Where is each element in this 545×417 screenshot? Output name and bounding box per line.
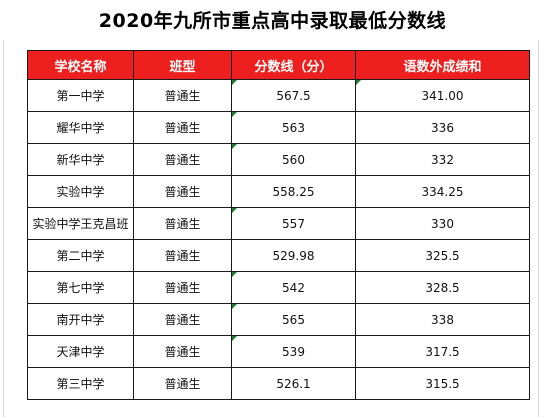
table-row: 第二中学 普通生 529.98 325.5 bbox=[27, 239, 530, 272]
subjects-total-cell: 328.5 bbox=[355, 271, 530, 304]
school-name-cell: 实验中学 bbox=[27, 175, 134, 208]
school-name-cell: 第三中学 bbox=[27, 367, 134, 400]
school-name-cell: 新华中学 bbox=[27, 143, 134, 176]
class-type-cell: 普通生 bbox=[133, 175, 232, 208]
score-line-cell: 542 bbox=[231, 271, 356, 304]
school-name-cell: 天津中学 bbox=[27, 335, 134, 368]
header-main-subjects-total: 语数外成绩和 bbox=[355, 50, 530, 80]
score-line-cell: 563 bbox=[231, 111, 356, 144]
score-table-container: 学校名称 班型 分数线（分） 语数外成绩和 第一中学 普通生 567.5 341… bbox=[27, 50, 530, 402]
page-edge-right bbox=[538, 40, 539, 417]
class-type-cell: 普通生 bbox=[133, 367, 232, 400]
subjects-total-cell: 325.5 bbox=[355, 239, 530, 272]
score-line-cell: 557 bbox=[231, 207, 356, 240]
subjects-total-cell: 334.25 bbox=[355, 175, 530, 208]
class-type-cell: 普通生 bbox=[133, 271, 232, 304]
table-row: 实验中学王克昌班 普通生 557 330 bbox=[27, 207, 530, 240]
table-row: 第一中学 普通生 567.5 341.00 bbox=[27, 79, 530, 112]
score-table: 学校名称 班型 分数线（分） 语数外成绩和 第一中学 普通生 567.5 341… bbox=[27, 50, 530, 400]
subjects-total-cell: 332 bbox=[355, 143, 530, 176]
score-line-cell: 565 bbox=[231, 303, 356, 336]
subjects-total-cell: 317.5 bbox=[355, 335, 530, 368]
header-score-line: 分数线（分） bbox=[231, 50, 356, 80]
subjects-total-cell: 315.5 bbox=[355, 367, 530, 400]
class-type-cell: 普通生 bbox=[133, 79, 232, 112]
class-type-cell: 普通生 bbox=[133, 207, 232, 240]
score-line-cell: 567.5 bbox=[231, 79, 356, 112]
school-name-cell: 南开中学 bbox=[27, 303, 134, 336]
class-type-cell: 普通生 bbox=[133, 303, 232, 336]
class-type-cell: 普通生 bbox=[133, 111, 232, 144]
class-type-cell: 普通生 bbox=[133, 143, 232, 176]
school-name-cell: 耀华中学 bbox=[27, 111, 134, 144]
header-school-name: 学校名称 bbox=[27, 50, 134, 80]
school-name-cell: 第七中学 bbox=[27, 271, 134, 304]
score-line-cell: 529.98 bbox=[231, 239, 356, 272]
school-name-cell: 实验中学王克昌班 bbox=[27, 207, 134, 240]
score-line-cell: 558.25 bbox=[231, 175, 356, 208]
page-edge-left bbox=[3, 40, 4, 417]
table-row: 第七中学 普通生 542 328.5 bbox=[27, 271, 530, 304]
subjects-total-cell: 338 bbox=[355, 303, 530, 336]
table-row: 天津中学 普通生 539 317.5 bbox=[27, 335, 530, 368]
score-line-cell: 526.1 bbox=[231, 367, 356, 400]
table-row: 耀华中学 普通生 563 336 bbox=[27, 111, 530, 144]
school-name-cell: 第一中学 bbox=[27, 79, 134, 112]
school-name-cell: 第二中学 bbox=[27, 239, 134, 272]
score-line-cell: 560 bbox=[231, 143, 356, 176]
table-header: 学校名称 班型 分数线（分） 语数外成绩和 bbox=[27, 50, 530, 80]
class-type-cell: 普通生 bbox=[133, 335, 232, 368]
subjects-total-cell: 341.00 bbox=[355, 79, 530, 112]
class-type-cell: 普通生 bbox=[133, 239, 232, 272]
table-row: 第三中学 普通生 526.1 315.5 bbox=[27, 367, 530, 400]
table-body: 第一中学 普通生 567.5 341.00 耀华中学 普通生 563 336 新… bbox=[27, 79, 530, 400]
subjects-total-cell: 330 bbox=[355, 207, 530, 240]
score-line-cell: 539 bbox=[231, 335, 356, 368]
page-title: 2020年九所市重点高中录取最低分数线 bbox=[98, 10, 447, 32]
header-class-type: 班型 bbox=[133, 50, 232, 80]
table-row: 新华中学 普通生 560 332 bbox=[27, 143, 530, 176]
header-row: 学校名称 班型 分数线（分） 语数外成绩和 bbox=[27, 50, 530, 80]
table-row: 南开中学 普通生 565 338 bbox=[27, 303, 530, 336]
table-row: 实验中学 普通生 558.25 334.25 bbox=[27, 175, 530, 208]
subjects-total-cell: 336 bbox=[355, 111, 530, 144]
